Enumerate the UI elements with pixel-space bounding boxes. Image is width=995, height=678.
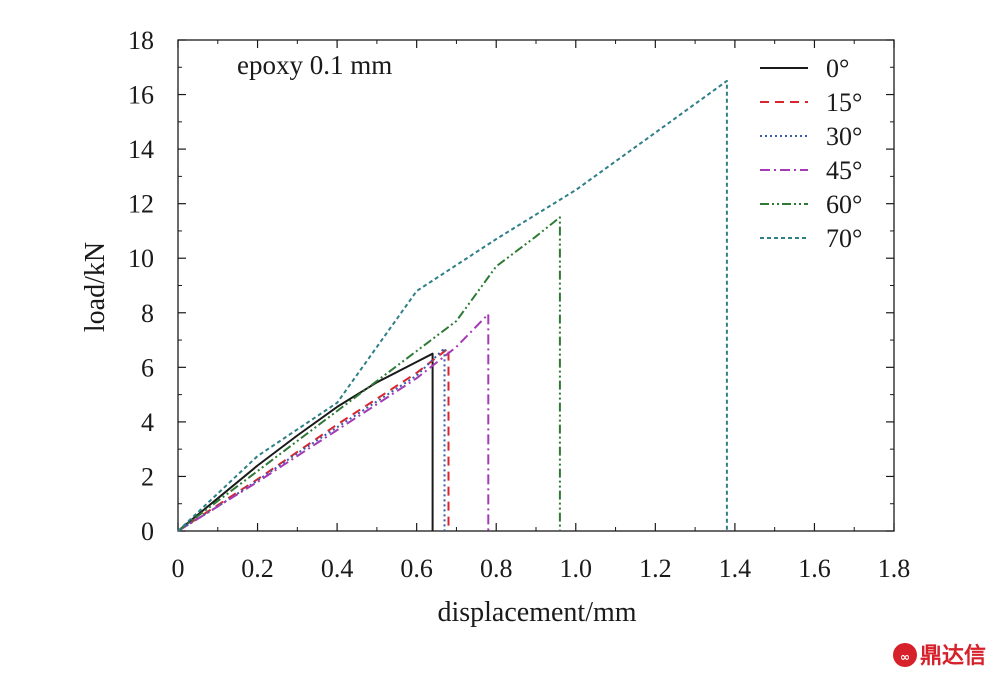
x-tick-label: 1.6 — [798, 554, 831, 583]
plot-frame — [177, 39, 895, 532]
y-tick-label: 8 — [141, 299, 154, 328]
y-tick-label: 12 — [128, 190, 154, 219]
x-tick-label: 1.8 — [878, 554, 911, 583]
watermark-text: 鼎达信 — [920, 643, 986, 669]
series-line-1 — [177, 347, 450, 532]
x-tick-label: 0.8 — [480, 554, 513, 583]
series-line-0 — [177, 352, 434, 532]
legend-label: 70° — [826, 224, 862, 253]
y-tick-label: 2 — [141, 462, 154, 491]
x-tick-label: 1.2 — [639, 554, 672, 583]
y-tick-label: 4 — [141, 408, 154, 437]
svg-text:∞: ∞ — [900, 650, 910, 664]
legend-label: 0° — [826, 54, 849, 83]
y-tick-label: 6 — [141, 353, 154, 382]
x-axis-title: displacement/mm — [437, 597, 636, 628]
x-tick-label: 0.6 — [400, 554, 433, 583]
annotation-label: epoxy 0.1 mm — [237, 50, 392, 80]
series-line-4 — [177, 216, 561, 532]
watermark-icon — [893, 643, 917, 667]
y-axis-title: load/kN — [80, 242, 111, 332]
series-line-2 — [177, 347, 446, 532]
x-tick-label: 0.4 — [321, 554, 354, 583]
plot-border — [177, 39, 895, 532]
axis-ticks: 0 0.2 0.4 0.6 0.8 1.0 1.2 1.4 1.6 1.8 0 2 4 6 8 10 12 14 1… — [128, 26, 910, 583]
y-tick-label: 0 — [141, 517, 154, 546]
x-tick-label: 0.2 — [241, 554, 274, 583]
y-tick-label: 10 — [128, 244, 154, 273]
legend-label: 15° — [826, 88, 862, 117]
y-tick-label: 16 — [128, 81, 154, 110]
x-tick-label: 1.4 — [719, 554, 752, 583]
watermark-logo: ∞ 鼎达信 — [893, 643, 986, 669]
x-tick-label: 1.0 — [560, 554, 593, 583]
legend-label: 45° — [826, 156, 862, 185]
series-line-5 — [177, 79, 728, 532]
legend-label: 30° — [826, 122, 862, 151]
y-tick-label: 18 — [128, 26, 154, 55]
x-tick-label: 0 — [172, 554, 185, 583]
y-tick-label: 14 — [128, 135, 154, 164]
series-line-3 — [177, 313, 490, 532]
series-layer — [177, 79, 728, 532]
legend-label: 60° — [826, 190, 862, 219]
legend: 0° 15° 30° 45° 60° 70° — [760, 54, 862, 253]
